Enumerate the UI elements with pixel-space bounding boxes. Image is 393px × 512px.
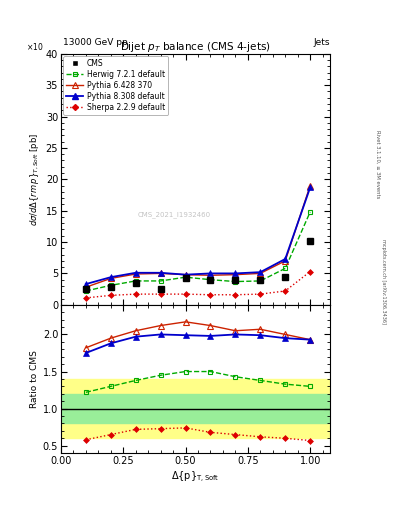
Y-axis label: $d\sigma/d\Delta\{rm\,p\}_{T,Soft}$ [pb]: $d\sigma/d\Delta\{rm\,p\}_{T,Soft}$ [pb] (29, 133, 42, 226)
Text: Rivet 3.1.10, ≥ 3M events: Rivet 3.1.10, ≥ 3M events (376, 130, 380, 198)
Title: Dijet $p_T$ balance (CMS 4-jets): Dijet $p_T$ balance (CMS 4-jets) (120, 39, 271, 54)
Text: mcplots.cern.ch [arXiv:1306.3436]: mcplots.cern.ch [arXiv:1306.3436] (381, 239, 386, 324)
Y-axis label: Ratio to CMS: Ratio to CMS (29, 350, 39, 408)
Text: CMS_2021_I1932460: CMS_2021_I1932460 (138, 211, 211, 218)
Text: Jets: Jets (314, 38, 330, 47)
X-axis label: $\Delta\{\rm p\}_{T,Soft}$: $\Delta\{\rm p\}_{T,Soft}$ (171, 470, 220, 485)
Legend: CMS, Herwig 7.2.1 default, Pythia 6.428 370, Pythia 8.308 default, Sherpa 2.2.9 : CMS, Herwig 7.2.1 default, Pythia 6.428 … (63, 56, 168, 115)
Bar (61, 394, 330, 423)
Text: 13000 GeV pp: 13000 GeV pp (63, 38, 128, 47)
Bar (61, 379, 330, 438)
Text: $\times10$: $\times10$ (26, 41, 43, 52)
